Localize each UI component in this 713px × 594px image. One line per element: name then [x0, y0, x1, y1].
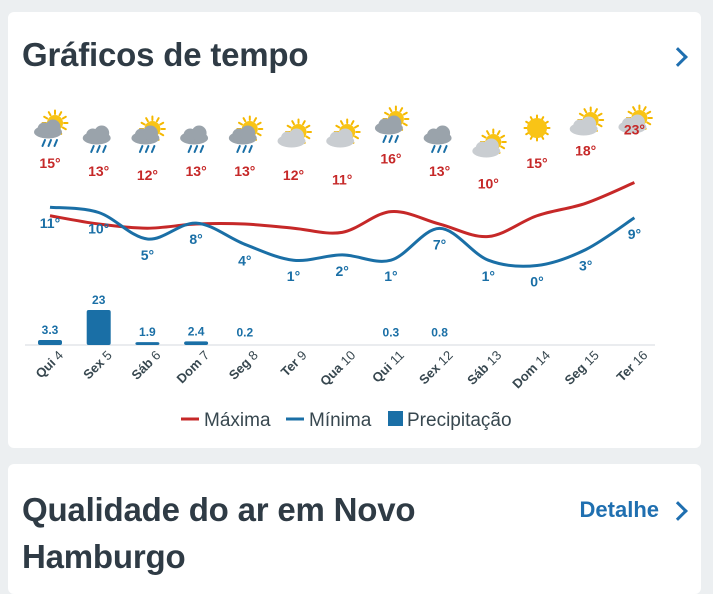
precip-label: 0.2 [236, 326, 253, 340]
min-temp-label: 3° [579, 258, 592, 274]
min-temp-label: 8° [189, 231, 202, 247]
legend-precip-swatch [388, 411, 403, 426]
max-temp-label: 15° [526, 155, 547, 171]
min-temp-label: 9° [628, 226, 641, 242]
legend-min-label: Mínima [309, 410, 372, 431]
precip-bar [86, 310, 111, 345]
sun-cloud-rain-icon [228, 115, 264, 153]
min-temp-label: 7° [433, 236, 446, 252]
min-temp-label: 1° [287, 268, 300, 284]
legend-max-label: Máxima [204, 410, 271, 431]
max-temp-line [49, 181, 635, 239]
max-temp-label: 13° [186, 163, 207, 179]
precip-label: 3.3 [42, 323, 59, 337]
max-temp-label: 23° [624, 122, 645, 138]
weather-charts-card: Gráficos de tempo [8, 12, 701, 448]
sun-icon [523, 114, 551, 142]
max-temp-label: 13° [429, 163, 450, 179]
max-temp-label: 16° [380, 151, 401, 167]
x-tick-label: Sex 5 [80, 348, 115, 383]
min-temp-line [49, 205, 636, 268]
x-tick-label: Ter 16 [613, 348, 650, 385]
x-tick-label: Sáb 6 [128, 348, 163, 383]
precip-label: 0.8 [431, 326, 448, 340]
sun-cloud-icon [326, 118, 361, 148]
max-temp-label: 12° [137, 167, 158, 183]
sun-cloud-icon [569, 106, 605, 136]
x-tick-label: Seg 15 [562, 348, 602, 388]
max-temp-label: 15° [39, 155, 60, 171]
precip-bar [38, 339, 62, 345]
sun-cloud-rain-icon [374, 105, 410, 143]
max-temp-label: 13° [234, 163, 255, 179]
x-tick-label: Qui 11 [369, 348, 407, 386]
max-temp-label: 13° [88, 163, 109, 179]
min-temp-label: 1° [384, 268, 397, 284]
max-temp-label: 11° [332, 171, 352, 187]
weather-charts-title[interactable]: Gráficos de tempo [22, 36, 309, 73]
sun-cloud-icon [618, 104, 653, 134]
min-temp-label: 0° [530, 274, 543, 290]
detail-link[interactable]: Detalhe [579, 497, 659, 522]
x-tick-label: Qui 4 [33, 348, 67, 382]
precip-label: 2.4 [188, 324, 205, 338]
min-temp-label: 2° [336, 263, 349, 279]
min-temp-label: 4° [238, 252, 251, 268]
x-tick-label: Dom 14 [509, 348, 553, 392]
max-temp-label: 18° [575, 142, 596, 158]
sun-cloud-rain-icon [131, 115, 166, 153]
cloud-rain-icon [82, 125, 111, 153]
sun-cloud-rain-icon [34, 109, 69, 147]
min-temp-label: 5° [141, 247, 154, 263]
legend-precip-label: Precipitação [407, 410, 512, 431]
sun-cloud-icon [277, 118, 312, 148]
chevron-right-icon[interactable] [668, 501, 688, 521]
x-tick-label: Sex 12 [416, 348, 456, 388]
sun-cloud-icon [472, 128, 507, 158]
min-temp-label: 10° [88, 221, 109, 237]
cloud-rain-icon [423, 125, 452, 153]
cloud-rain-icon [180, 125, 209, 153]
max-temp-label: 10° [478, 176, 499, 192]
x-tick-label: Seg 8 [226, 348, 261, 383]
air-quality-card: Qualidade do ar em Novo Hamburgo Detalhe [8, 464, 701, 594]
weather-chart: 15° 13° 12° 13° 13° 12° 11° 16° 13° 10° 15° 18° 23° 1… [25, 104, 655, 431]
precip-label: 0.3 [383, 326, 400, 340]
x-tick-label: Dom 7 [174, 348, 213, 387]
min-temp-label: 11° [40, 215, 60, 231]
precip-label: 23 [92, 293, 106, 307]
min-temp-label: 1° [482, 268, 495, 284]
x-tick-label: Sáb 13 [464, 348, 504, 388]
precip-bar [184, 341, 209, 345]
precip-bar [135, 342, 160, 345]
max-temp-label: 12° [283, 167, 304, 183]
x-tick-label: Qua 10 [317, 348, 358, 389]
precip-label: 1.9 [139, 325, 156, 339]
air-quality-title[interactable]: Qualidade do ar em Novo Hamburgo [22, 491, 416, 575]
x-tick-label: Ter 9 [278, 348, 310, 380]
